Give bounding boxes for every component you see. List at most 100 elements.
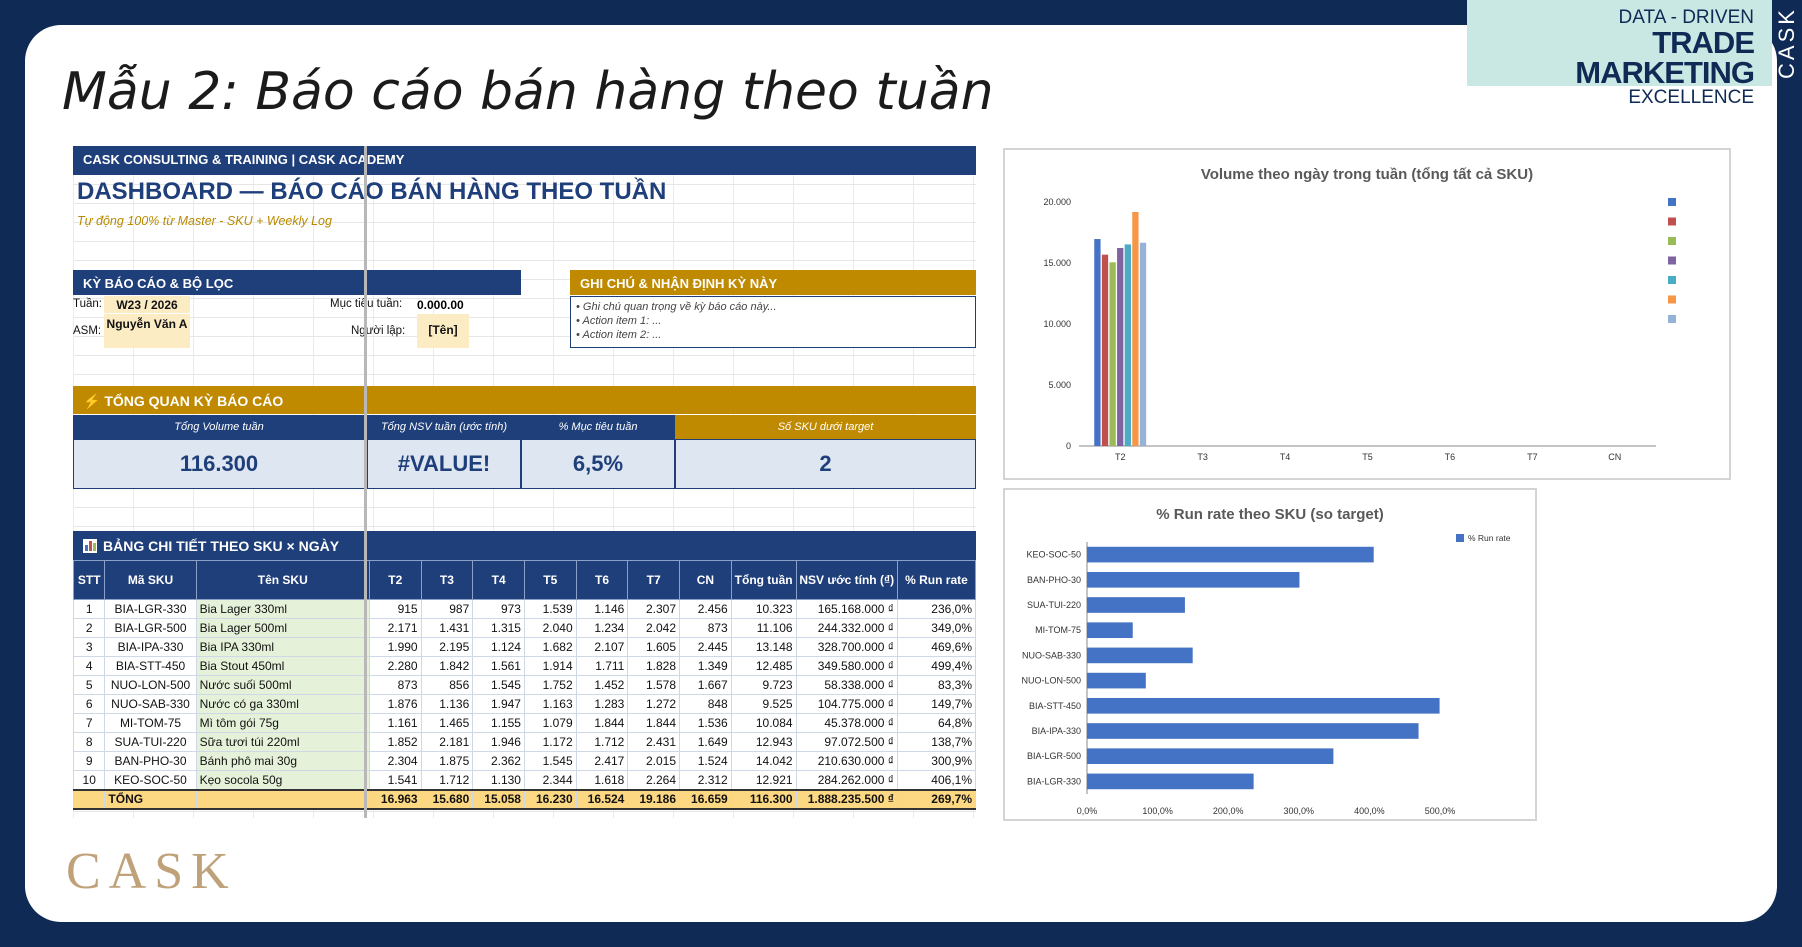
table-cell[interactable]: Sữa tươi túi 220ml (195, 732, 370, 752)
table-cell[interactable]: 499,4% (896, 656, 976, 676)
table-cell[interactable]: 149,7% (896, 694, 976, 714)
table-cell[interactable]: 873 (679, 618, 732, 638)
table-cell[interactable]: 244.332.000 ₫ (795, 618, 898, 638)
table-cell[interactable]: 987 (420, 599, 474, 619)
table-cell[interactable]: 1.124 (472, 637, 525, 657)
table-cell[interactable]: 1.578 (627, 675, 681, 695)
table-cell[interactable]: 2.445 (679, 637, 732, 657)
table-cell[interactable]: 873 (368, 675, 422, 695)
table-cell[interactable]: 1.163 (523, 694, 577, 714)
table-cell[interactable]: 1.618 (575, 770, 629, 790)
col-header[interactable]: % Run rate (896, 560, 976, 600)
table-cell[interactable]: 2.312 (679, 770, 732, 790)
total-cell[interactable]: TỔNG (104, 788, 197, 810)
table-cell[interactable]: 1.844 (575, 713, 629, 733)
table-cell[interactable]: 1.711 (575, 656, 629, 676)
asm-value[interactable]: Nguyễn Văn A (104, 314, 190, 348)
col-header[interactable]: T4 (472, 560, 525, 600)
total-cell[interactable] (73, 788, 106, 810)
table-cell[interactable]: 2.307 (627, 599, 681, 619)
table-cell[interactable]: 45.378.000 ₫ (795, 713, 898, 733)
table-cell[interactable]: BIA-IPA-330 (104, 637, 197, 657)
table-cell[interactable]: 14.042 (730, 751, 797, 771)
table-cell[interactable]: 1.842 (420, 656, 474, 676)
table-cell[interactable]: BIA-STT-450 (104, 656, 197, 676)
table-cell[interactable]: 915 (368, 599, 422, 619)
table-cell[interactable]: BIA-LGR-500 (104, 618, 197, 638)
table-cell[interactable]: 4 (73, 656, 106, 676)
table-cell[interactable]: 2 (73, 618, 106, 638)
table-cell[interactable]: 6 (73, 694, 106, 714)
table-cell[interactable]: 236,0% (896, 599, 976, 619)
table-cell[interactable]: 1.682 (523, 637, 577, 657)
table-cell[interactable]: 1.155 (472, 713, 525, 733)
table-cell[interactable]: 1.315 (472, 618, 525, 638)
table-cell[interactable]: 1.946 (472, 732, 525, 752)
table-cell[interactable]: 10 (73, 770, 106, 790)
table-cell[interactable]: 9.723 (730, 675, 797, 695)
table-cell[interactable]: 469,6% (896, 637, 976, 657)
volume-by-day-chart[interactable]: Volume theo ngày trong tuần (tổng tất cả… (1003, 148, 1731, 480)
table-cell[interactable]: 1.130 (472, 770, 525, 790)
table-cell[interactable]: 2.107 (575, 637, 629, 657)
table-cell[interactable]: 3 (73, 637, 106, 657)
table-cell[interactable]: 104.775.000 ₫ (795, 694, 898, 714)
table-cell[interactable]: 1.649 (679, 732, 732, 752)
table-cell[interactable]: MI-TOM-75 (104, 713, 197, 733)
table-cell[interactable]: 1.452 (575, 675, 629, 695)
table-cell[interactable]: 2.456 (679, 599, 732, 619)
table-cell[interactable]: 349.580.000 ₫ (795, 656, 898, 676)
col-header[interactable]: T5 (523, 560, 577, 600)
table-cell[interactable]: Bánh phô mai 30g (195, 751, 370, 771)
runrate-by-sku-chart[interactable]: % Run rate theo SKU (so target) 0,0% 100,… (1003, 488, 1537, 821)
table-cell[interactable]: 1.852 (368, 732, 422, 752)
table-cell[interactable]: 2.417 (575, 751, 629, 771)
table-cell[interactable]: Mì tôm gói 75g (195, 713, 370, 733)
table-cell[interactable]: 1.161 (368, 713, 422, 733)
table-cell[interactable]: 138,7% (896, 732, 976, 752)
table-cell[interactable]: 9 (73, 751, 106, 771)
week-value[interactable]: W23 / 2026 (104, 296, 190, 313)
table-cell[interactable]: 1.712 (420, 770, 474, 790)
table-cell[interactable]: 12.943 (730, 732, 797, 752)
table-cell[interactable]: 2.181 (420, 732, 474, 752)
table-cell[interactable]: Bia Stout 450ml (195, 656, 370, 676)
table-cell[interactable]: 2.362 (472, 751, 525, 771)
table-cell[interactable]: Kẹo socola 50g (195, 770, 370, 790)
table-cell[interactable]: 1.431 (420, 618, 474, 638)
table-cell[interactable]: 210.630.000 ₫ (795, 751, 898, 771)
table-cell[interactable]: 1.172 (523, 732, 577, 752)
table-cell[interactable]: 1.545 (472, 675, 525, 695)
table-cell[interactable]: 2.171 (368, 618, 422, 638)
table-cell[interactable]: 300,9% (896, 751, 976, 771)
table-cell[interactable]: 10.323 (730, 599, 797, 619)
col-header[interactable]: CN (679, 560, 732, 600)
table-cell[interactable]: 12.921 (730, 770, 797, 790)
table-cell[interactable]: 1.561 (472, 656, 525, 676)
table-cell[interactable]: Bia IPA 330ml (195, 637, 370, 657)
table-cell[interactable]: 8 (73, 732, 106, 752)
col-header[interactable]: STT (73, 560, 106, 600)
table-cell[interactable]: 848 (679, 694, 732, 714)
table-cell[interactable]: 1 (73, 599, 106, 619)
table-cell[interactable]: 64,8% (896, 713, 976, 733)
col-header[interactable]: T7 (627, 560, 681, 600)
table-cell[interactable]: 1.541 (368, 770, 422, 790)
table-cell[interactable]: BIA-LGR-330 (104, 599, 197, 619)
table-cell[interactable]: 165.168.000 ₫ (795, 599, 898, 619)
col-header[interactable]: Tổng tuần (730, 560, 797, 600)
table-cell[interactable]: 12.485 (730, 656, 797, 676)
table-cell[interactable]: 973 (472, 599, 525, 619)
freeze-pane-divider[interactable] (364, 146, 367, 818)
col-header[interactable]: T2 (368, 560, 422, 600)
total-cell[interactable] (195, 788, 370, 810)
total-cell[interactable]: 15.680 (420, 788, 474, 810)
col-header[interactable]: NSV ước tính (₫) (795, 560, 898, 600)
table-cell[interactable]: NUO-SAB-330 (104, 694, 197, 714)
table-cell[interactable]: 2.195 (420, 637, 474, 657)
total-cell[interactable]: 1.888.235.500 ₫ (795, 788, 898, 810)
table-cell[interactable]: 1.667 (679, 675, 732, 695)
table-cell[interactable]: 11.106 (730, 618, 797, 638)
table-cell[interactable]: 1.875 (420, 751, 474, 771)
target-value[interactable]: 0.000.00 (417, 298, 464, 312)
